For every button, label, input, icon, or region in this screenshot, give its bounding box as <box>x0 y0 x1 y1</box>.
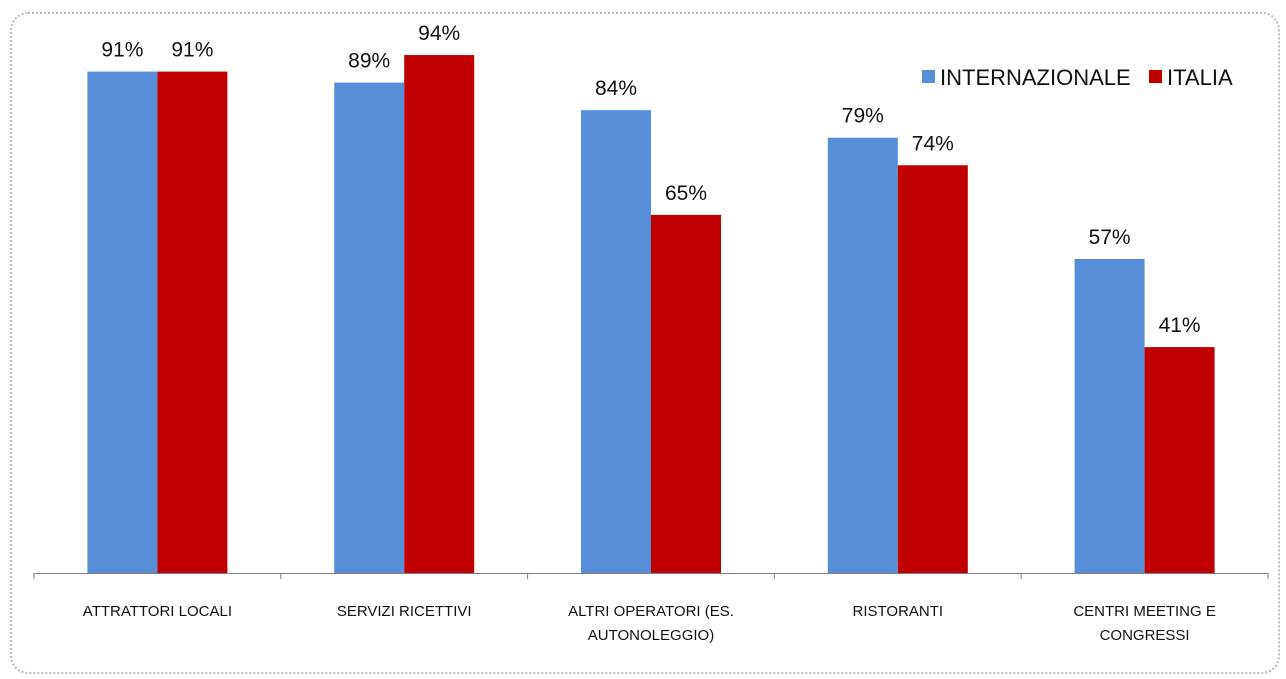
data-label-italia-0: 91% <box>171 39 213 62</box>
bar-internazionale-0 <box>87 71 158 573</box>
chart-frame <box>10 12 1280 674</box>
bar-italia-1 <box>404 55 475 574</box>
legend-label-italia: ITALIA <box>1167 65 1233 90</box>
legend-swatch-internazionale <box>922 70 935 83</box>
category-label-0: ATTRATTORI LOCALI <box>83 603 232 620</box>
data-label-italia-2: 65% <box>665 182 707 205</box>
legend-label-internazionale: INTERNAZIONALE <box>940 65 1131 90</box>
data-label-internazionale-3: 79% <box>842 105 884 128</box>
bar-italia-4 <box>1144 347 1215 573</box>
bar-internazionale-1 <box>334 82 405 574</box>
category-label-4-line-1: CONGRESSI <box>1100 627 1190 644</box>
bar-internazionale-2 <box>581 110 651 573</box>
data-label-italia-1: 94% <box>418 22 460 45</box>
bar-italia-2 <box>651 214 721 573</box>
category-label-3: RISTORANTI <box>853 603 944 620</box>
category-label-1: SERVIZI RICETTIVI <box>337 603 472 620</box>
legend: INTERNAZIONALE ITALIA <box>922 65 1233 90</box>
bar-labels-group: 91% 91% 89% 94% 84% 65% 79% 74% 57% 41% <box>101 22 1200 337</box>
legend-swatch-italia <box>1149 70 1162 83</box>
bar-italia-3 <box>897 165 968 573</box>
bar-internazionale-4 <box>1074 258 1145 573</box>
data-label-internazionale-0: 91% <box>101 39 143 62</box>
data-label-internazionale-1: 89% <box>348 50 390 73</box>
category-label-4-line-0: CENTRI MEETING E <box>1073 603 1216 620</box>
data-label-italia-3: 74% <box>912 132 954 155</box>
bar-italia-0 <box>157 71 228 573</box>
data-label-internazionale-4: 57% <box>1089 226 1131 249</box>
category-label-2-line-1: AUTONOLEGGIO) <box>588 627 714 644</box>
data-label-internazionale-2: 84% <box>595 77 637 100</box>
bars-group <box>87 55 1215 574</box>
data-label-italia-4: 41% <box>1159 314 1201 337</box>
category-label-2-line-0: ALTRI OPERATORI (ES. <box>568 603 734 620</box>
x-axis: ATTRATTORI LOCALI SERVIZI RICETTIVI ALTRI … <box>33 573 1269 644</box>
bar-internazionale-3 <box>827 137 898 573</box>
